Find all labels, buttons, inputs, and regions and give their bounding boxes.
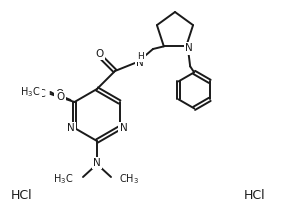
Text: H$_3$C: H$_3$C	[53, 172, 73, 186]
Text: N: N	[67, 123, 74, 133]
Text: N: N	[120, 123, 127, 133]
Text: O: O	[56, 92, 65, 102]
Text: CH$_3$: CH$_3$	[119, 172, 139, 186]
Text: HCl: HCl	[244, 189, 266, 202]
Text: HCl: HCl	[11, 189, 33, 202]
Text: H$_3$C: H$_3$C	[20, 85, 41, 99]
Text: O: O	[56, 89, 64, 99]
Text: N: N	[136, 58, 144, 68]
Text: H: H	[138, 51, 144, 61]
Text: H$_3$C: H$_3$C	[26, 87, 46, 101]
Text: O: O	[96, 49, 104, 59]
Text: N: N	[93, 158, 101, 168]
Text: N: N	[185, 43, 193, 53]
